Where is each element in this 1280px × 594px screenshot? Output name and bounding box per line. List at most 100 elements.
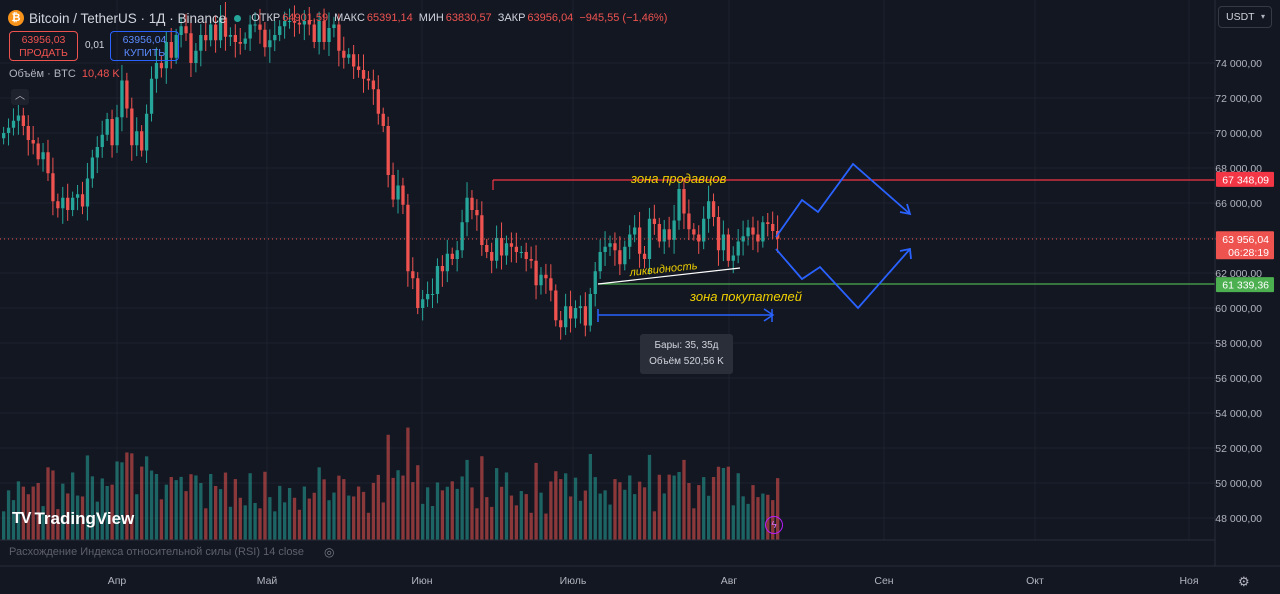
- volume-bar: [6, 490, 11, 540]
- candle-body: [381, 113, 385, 126]
- candle-body: [26, 126, 30, 140]
- candle-body: [11, 120, 16, 128]
- volume-bar: [480, 456, 484, 540]
- volume-bar: [509, 495, 514, 540]
- price-tick-label: 62 000,00: [1215, 268, 1262, 280]
- candle-body: [568, 306, 573, 319]
- volume-bar: [613, 479, 617, 540]
- time-tick-label: Июн: [411, 575, 432, 587]
- buy-button[interactable]: 63956,04 КУПИТЬ: [110, 31, 179, 61]
- volume-bar: [71, 472, 75, 540]
- volume-bar: [672, 475, 676, 540]
- volume-bar: [56, 509, 60, 540]
- volume-bar: [702, 477, 706, 540]
- volume-bar: [706, 495, 711, 540]
- volume-bar: [652, 511, 657, 540]
- price-tick-label: 50 000,00: [1215, 478, 1262, 490]
- volume-bar: [292, 497, 297, 540]
- buyers-zone-label: зона покупателей: [689, 289, 802, 304]
- volume-bar: [421, 503, 425, 540]
- candle-body: [751, 227, 755, 235]
- tooltip-bars: Бары: 35, 35д: [654, 340, 719, 351]
- candle-body: [702, 218, 706, 242]
- volume-bar: [302, 486, 307, 540]
- volume-bar: [381, 502, 385, 540]
- volume-bar: [746, 503, 750, 540]
- logo-text: TradingView: [34, 509, 135, 528]
- candle-body: [223, 17, 228, 37]
- candle-body: [386, 126, 390, 175]
- candle-body: [144, 113, 149, 151]
- candle-body: [657, 224, 661, 242]
- volume-bar: [554, 471, 558, 540]
- candle-body: [268, 40, 272, 48]
- collapse-legend-icon[interactable]: ︿: [11, 89, 29, 105]
- candle-body: [628, 234, 632, 247]
- candle-body: [287, 21, 292, 22]
- volume-bar: [51, 470, 55, 540]
- symbol-title[interactable]: Bitcoin / TetherUS · 1Д · Binance: [29, 10, 227, 26]
- candle-body: [425, 294, 430, 300]
- volume-bar: [263, 471, 267, 540]
- candle-body: [66, 197, 70, 210]
- candle-body: [598, 252, 602, 272]
- lightning-icon[interactable]: ϟ: [765, 516, 783, 534]
- candle-body: [411, 271, 415, 279]
- volume-bar: [495, 468, 499, 540]
- candle-body: [736, 241, 740, 256]
- candle-body: [105, 119, 109, 135]
- candle-body: [322, 21, 326, 42]
- candle-body: [174, 35, 178, 58]
- rsi-indicator-label[interactable]: Расхождение Индекса относительной силы (…: [9, 546, 305, 558]
- candle-body: [273, 35, 277, 41]
- candle-body: [534, 260, 538, 286]
- spread-value: 0,01: [85, 40, 105, 51]
- tradingview-logo[interactable]: TV TradingView: [12, 509, 134, 529]
- candle-body: [342, 50, 346, 58]
- currency-selector[interactable]: USDT ▾: [1218, 6, 1272, 28]
- volume-bar: [662, 493, 666, 540]
- volume-bar: [578, 500, 583, 540]
- gear-icon[interactable]: ⚙: [1238, 574, 1250, 589]
- volume-bar: [66, 493, 70, 540]
- candle-body: [475, 210, 479, 216]
- volume-bar: [726, 466, 731, 540]
- candle-body: [71, 197, 75, 210]
- volume-bar: [149, 470, 154, 540]
- volume-bar: [218, 489, 223, 540]
- time-tick-label: Авг: [721, 575, 738, 587]
- candle-body: [209, 24, 213, 41]
- candle-body: [637, 227, 642, 254]
- volume-bar: [475, 508, 479, 540]
- candle-body: [711, 201, 716, 217]
- forecast-up-path: [775, 162, 911, 238]
- volume-bar: [26, 494, 30, 540]
- candle-body: [61, 197, 65, 209]
- volume-bar: [756, 497, 760, 540]
- volume-bar: [61, 483, 65, 540]
- candle-body: [184, 26, 188, 34]
- measure-arrowhead: [763, 308, 775, 322]
- candle-body: [509, 243, 514, 247]
- volume-bar: [499, 486, 504, 540]
- volume-bar: [95, 501, 99, 540]
- volume-bar: [401, 475, 405, 540]
- volume-bar: [642, 487, 647, 540]
- volume-bar: [2, 511, 6, 540]
- current-price-tag-label: 63 956,04: [1222, 234, 1269, 246]
- candle-body: [100, 134, 104, 147]
- volume-bar: [406, 427, 410, 540]
- volume-bar: [140, 466, 144, 540]
- volume-bar: [534, 462, 538, 540]
- sell-button[interactable]: 63956,03 ПРОДАТЬ: [9, 31, 78, 61]
- volume-bar: [657, 474, 661, 540]
- volume-legend[interactable]: Объём · BTC 10,48 K: [9, 68, 120, 80]
- candle-body: [56, 201, 60, 209]
- volume-bar: [608, 504, 612, 540]
- eye-hide-icon[interactable]: ◎: [324, 545, 335, 559]
- candle-body: [771, 224, 775, 231]
- candle-body: [529, 259, 533, 261]
- volume-bar: [776, 478, 780, 540]
- buy-label: КУПИТЬ: [123, 47, 166, 59]
